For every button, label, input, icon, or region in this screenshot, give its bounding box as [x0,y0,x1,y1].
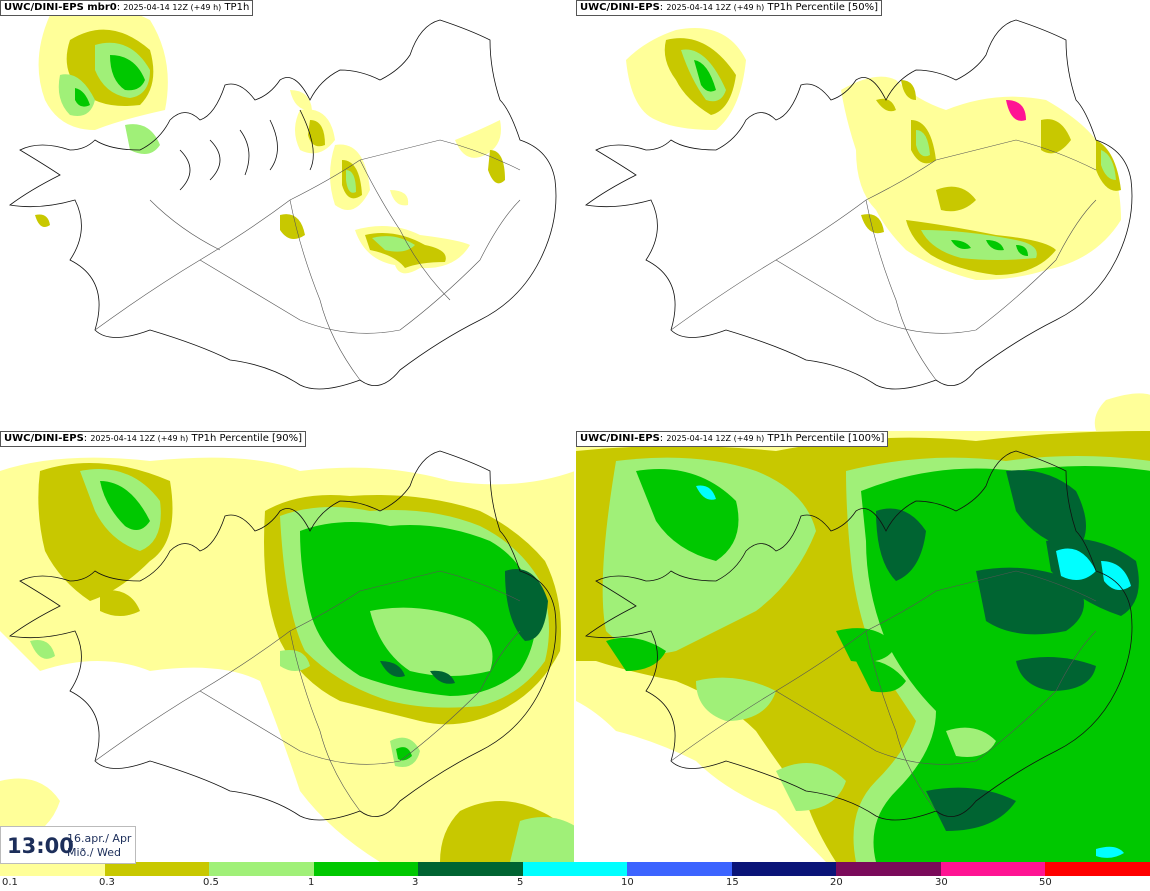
panel-title: UWC/DINI-EPS mbr0: 2025-04-14 12Z (+49 h… [0,0,254,16]
legend-tick-label: 50 [1039,877,1052,888]
legend-swatch [418,862,523,876]
valid-time: 13:00 [7,834,74,858]
legend-swatch [209,862,314,876]
legend-swatch [0,862,105,876]
valid-weekday: Mið./ Wed [67,846,121,859]
legend-swatch [104,862,210,876]
panel-title: UWC/DINI-EPS: 2025-04-14 12Z (+49 h) TP1… [576,0,883,16]
roads [94,139,521,381]
precip-map-p100 [576,431,1150,862]
map-panel-mbr0: UWC/DINI-EPS mbr0: 2025-04-14 12Z (+49 h… [0,0,575,431]
legend-ticks: 0.1 0.3 0.5 1 3 5 10 15 20 30 50 [0,877,1150,891]
roads [670,570,1097,812]
legend-swatch [1045,862,1150,876]
map-panel-p90: UWC/DINI-EPS: 2025-04-14 12Z (+49 h) TP1… [0,431,575,862]
color-legend [0,862,1150,876]
legend-tick-label: 10 [621,877,634,888]
legend-swatch [836,862,941,876]
precip-map-p50 [585,19,1150,431]
panel-title: UWC/DINI-EPS: 2025-04-14 12Z (+49 h) TP1… [0,431,307,447]
precip-map-mbr0 [9,3,557,390]
precip-field [626,28,1150,431]
coastline [9,450,557,821]
legend-tick-label: 3 [412,877,419,888]
legend-tick-label: 1 [308,877,315,888]
coastline [585,450,1133,821]
legend-tick-label: 0.3 [99,877,115,888]
coastline [585,19,1133,390]
legend-swatch [313,862,419,876]
precip-field [35,3,505,274]
roads [670,139,1097,381]
legend-tick-label: 0.5 [203,877,219,888]
legend-tick-label: 0.1 [2,877,18,888]
legend-tick-label: 20 [830,877,843,888]
coastline [9,19,557,390]
legend-tick-label: 15 [726,877,739,888]
panel-title: UWC/DINI-EPS: 2025-04-14 12Z (+49 h) TP1… [576,431,889,447]
legend-swatch [940,862,1046,876]
precip-map-p90 [0,450,575,862]
legend-swatch [627,862,732,876]
map-panel-p100: UWC/DINI-EPS: 2025-04-14 12Z (+49 h) TP1… [576,431,1150,862]
legend-swatch [522,862,628,876]
legend-swatch [731,862,837,876]
valid-date: 16.apr./ Apr [67,832,132,845]
legend-tick-label: 30 [935,877,948,888]
precip-field [0,457,575,862]
legend-tick-label: 5 [517,877,524,888]
panel-divider [574,0,576,862]
valid-time-box: 13:00 16.apr./ Apr Mið./ Wed [0,826,136,864]
roads [94,570,521,812]
precip-field [576,431,1150,862]
map-panel-p50: UWC/DINI-EPS: 2025-04-14 12Z (+49 h) TP1… [576,0,1150,431]
